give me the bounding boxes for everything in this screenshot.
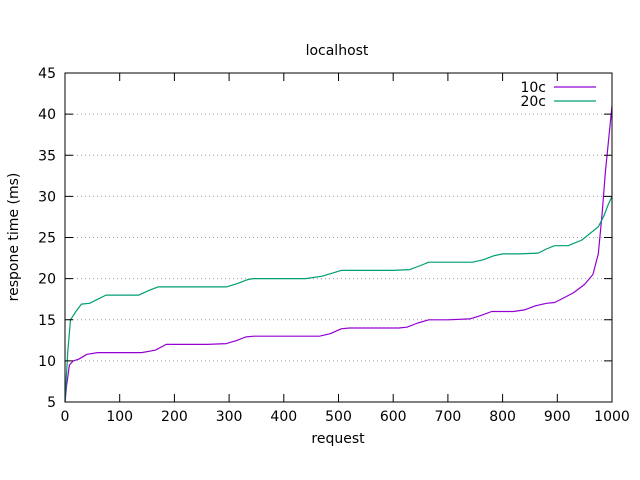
y-axis-title: respone time (ms) [6,173,22,302]
x-tick-label: 800 [489,409,516,425]
legend-label: 20c [520,94,546,110]
x-tick-label: 700 [435,409,462,425]
series-line-20c [64,196,613,403]
x-tick-label: 900 [544,409,571,425]
y-tick-label: 45 [38,66,56,82]
x-tick-label: 200 [161,409,188,425]
x-axis-title: request [311,431,365,447]
x-tick-label: 100 [106,409,133,425]
chart-title: localhost [306,43,369,59]
y-tick-label: 40 [38,107,56,123]
y-tick-label: 15 [38,313,56,329]
y-tick-label: 5 [47,395,56,411]
x-tick-label: 600 [380,409,407,425]
x-tick-label: 0 [61,409,70,425]
series-lines [64,105,613,403]
x-tick-label: 1000 [594,409,630,425]
x-tick-label: 400 [270,409,297,425]
y-tick-label: 25 [38,231,56,247]
axis-ticks: 5 10 15 20 25 30 35 40 45 0 100 200 300 400 500 600 700 8… [38,66,630,425]
legend-label: 10c [520,80,546,96]
y-tick-label: 30 [38,189,56,205]
y-tick-label: 10 [38,354,56,370]
y-tick-label: 20 [38,272,56,288]
grid-lines [65,113,612,362]
x-tick-label: 500 [325,409,352,425]
y-tick-label: 35 [38,148,56,164]
series-line-10c [64,105,613,403]
x-tick-label: 300 [216,409,243,425]
